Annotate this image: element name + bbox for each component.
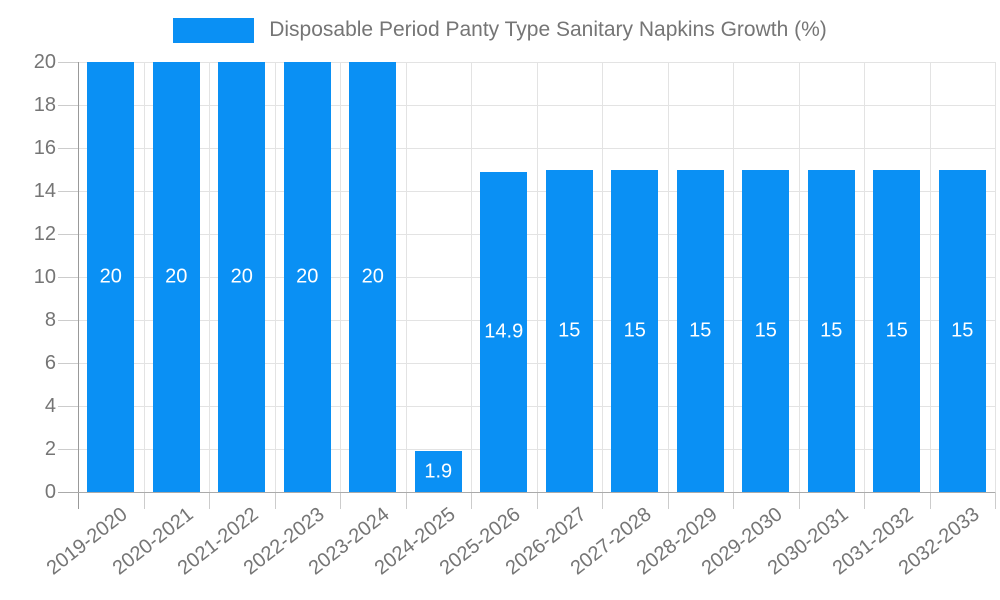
y-axis-label: 0	[44, 481, 56, 503]
x-gridline	[733, 62, 734, 492]
bar-2022-2023[interactable]: 20	[283, 62, 331, 492]
bar-2028-2029[interactable]: 15	[676, 169, 724, 492]
x-tick	[274, 492, 276, 509]
y-axis-label: 8	[44, 309, 56, 331]
bar-2031-2032[interactable]: 15	[873, 169, 921, 492]
bar-value-label: 14.9	[484, 320, 524, 343]
y-axis-label: 16	[33, 137, 56, 159]
bar-value-label: 20	[165, 265, 188, 288]
x-gridline	[995, 62, 996, 492]
y-axis-label: 18	[33, 94, 56, 116]
y-tick	[58, 234, 78, 235]
x-gridline	[602, 62, 603, 492]
y-tick	[58, 449, 78, 450]
y-axis-label: 20	[33, 51, 56, 73]
x-tick	[798, 492, 800, 509]
x-tick	[536, 492, 538, 509]
chart-title: Disposable Period Panty Type Sanitary Na…	[269, 18, 827, 41]
x-tick	[995, 492, 996, 509]
x-tick	[733, 492, 734, 509]
bar-2024-2025[interactable]: 1.9	[414, 451, 462, 492]
bar-value-label: 1.9	[424, 460, 453, 483]
x-gridline	[536, 62, 538, 492]
y-tick	[58, 277, 78, 278]
bar-value-label: 15	[951, 319, 974, 342]
bar-2027-2028[interactable]: 15	[611, 169, 659, 492]
x-tick	[143, 492, 145, 509]
x-gridline	[798, 62, 800, 492]
bar-value-label: 20	[361, 265, 384, 288]
y-axis-label: 6	[44, 352, 56, 374]
x-gridline	[274, 62, 276, 492]
bar-value-label: 20	[296, 265, 319, 288]
bar-2020-2021[interactable]: 20	[152, 62, 200, 492]
bar-value-label: 20	[99, 265, 122, 288]
y-axis-label: 4	[44, 395, 56, 417]
y-axis-label: 14	[33, 180, 56, 202]
x-gridline	[143, 62, 145, 492]
y-tick	[58, 320, 78, 321]
y-tick	[58, 62, 78, 63]
y-axis-label: 2	[44, 438, 56, 460]
bar-value-label: 15	[885, 319, 908, 342]
y-axis-label: 12	[33, 223, 56, 245]
x-gridline	[405, 62, 407, 492]
x-tick	[929, 492, 931, 509]
legend-swatch[interactable]	[173, 17, 255, 43]
x-gridline	[667, 62, 669, 492]
bar-value-label: 20	[230, 265, 253, 288]
legend[interactable]: Disposable Period Panty Type Sanitary Na…	[0, 15, 1000, 45]
bar-value-label: 15	[689, 319, 712, 342]
bar-2023-2024[interactable]: 20	[349, 62, 397, 492]
bar-2030-2031[interactable]: 15	[807, 169, 855, 492]
x-tick	[602, 492, 603, 509]
y-axis-line	[78, 62, 79, 509]
bar-2032-2033[interactable]: 15	[938, 169, 986, 492]
bar-2026-2027[interactable]: 15	[545, 169, 593, 492]
y-axis-label: 10	[33, 266, 56, 288]
bar-2029-2030[interactable]: 15	[742, 169, 790, 492]
x-gridline	[864, 62, 865, 492]
x-gridline	[471, 62, 472, 492]
x-tick	[405, 492, 407, 509]
x-axis-baseline	[58, 492, 995, 493]
x-tick	[471, 492, 472, 509]
x-tick	[340, 492, 341, 509]
x-tick	[864, 492, 865, 509]
bar-value-label: 15	[820, 319, 843, 342]
bar-2021-2022[interactable]: 20	[218, 62, 266, 492]
x-tick	[209, 492, 210, 509]
y-tick	[58, 191, 78, 192]
bar-2019-2020[interactable]: 20	[87, 62, 135, 492]
y-tick	[58, 105, 78, 106]
bar-value-label: 15	[558, 319, 581, 342]
x-gridline	[929, 62, 931, 492]
y-tick	[58, 363, 78, 364]
y-tick	[58, 406, 78, 407]
x-gridline	[209, 62, 210, 492]
x-gridline	[340, 62, 341, 492]
y-tick	[58, 148, 78, 149]
x-tick	[667, 492, 669, 509]
bar-value-label: 15	[623, 319, 646, 342]
bar-value-label: 15	[754, 319, 777, 342]
bar-2025-2026[interactable]: 14.9	[480, 171, 528, 492]
